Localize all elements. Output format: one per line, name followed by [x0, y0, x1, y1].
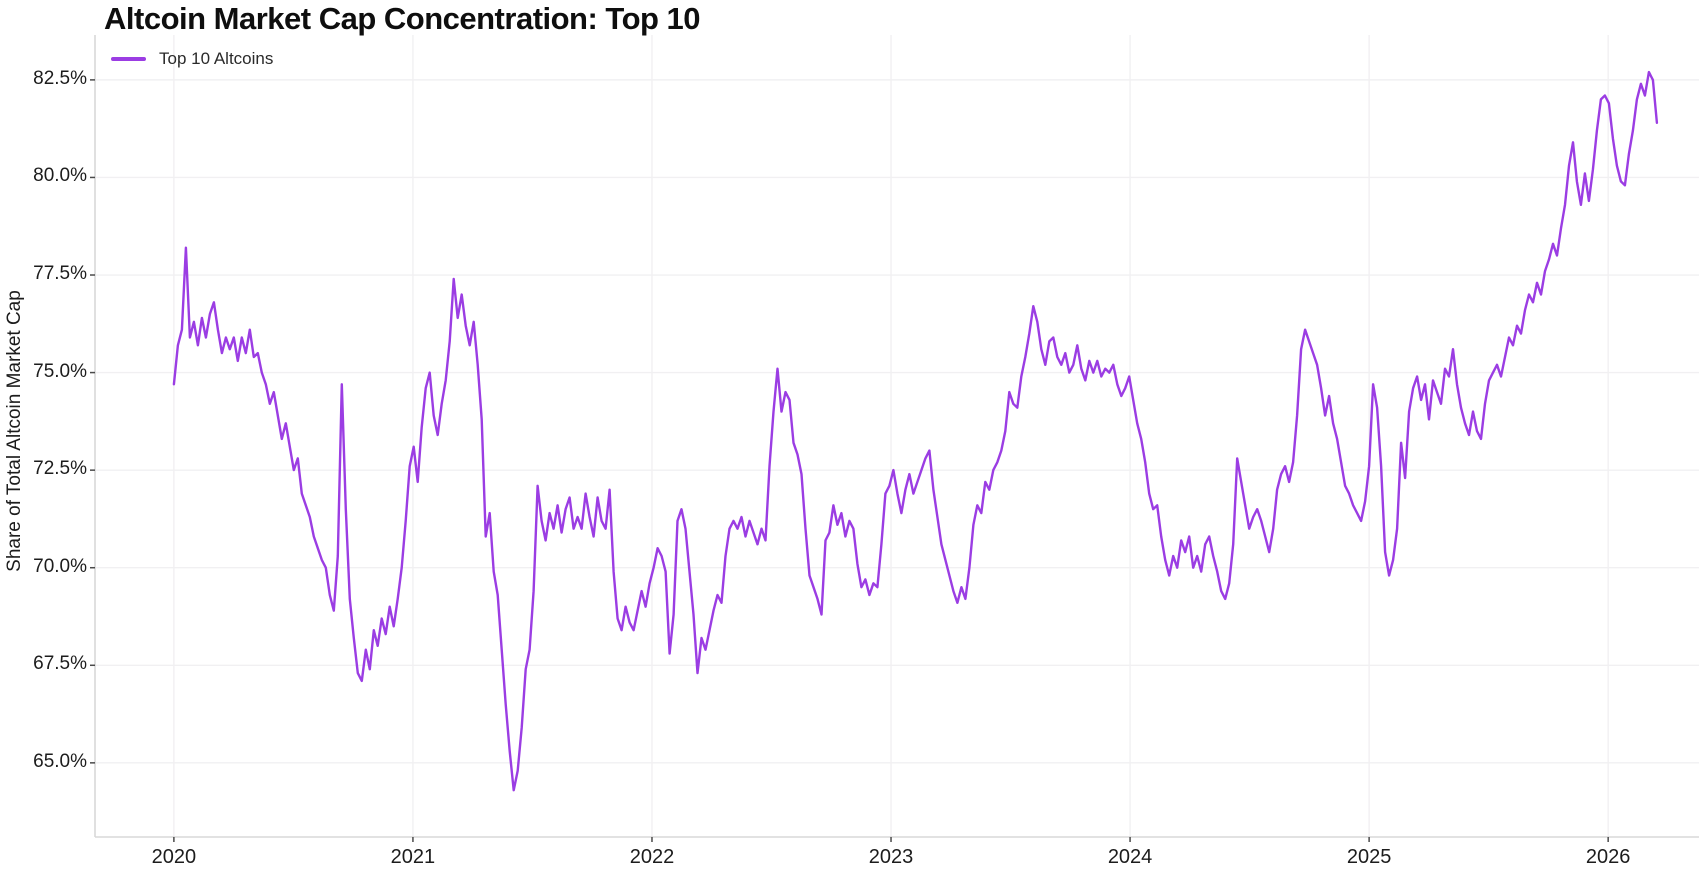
x-tick-label: 2021: [390, 846, 436, 868]
x-tick-label: 2025: [1346, 846, 1392, 868]
legend: Top 10 Altcoins: [111, 49, 273, 69]
legend-label: Top 10 Altcoins: [159, 49, 274, 68]
top10-altcoins-line: [172, 70, 1659, 792]
x-tick-label: 2020: [151, 846, 197, 868]
x-tick-label: 2026: [1585, 846, 1631, 868]
y-tick-label: 75.0%: [33, 360, 87, 382]
y-tick-label: 77.5%: [33, 263, 87, 284]
chart-title: Altcoin Market Cap Concentration: Top 10: [104, 1, 701, 36]
y-tick-label: 80.0%: [33, 165, 87, 187]
y-tick-label: 65.0%: [33, 750, 87, 772]
y-axis-title: Share of Total Altcoin Market Cap: [4, 290, 25, 572]
y-tick-label: 72.5%: [33, 458, 87, 480]
y-tick-label: 70.0%: [33, 555, 87, 577]
y-tick-label: 67.5%: [33, 653, 87, 675]
y-tick-label: 82.5%: [33, 67, 87, 89]
x-tick-label: 2024: [1107, 846, 1153, 868]
x-tick-label: 2023: [868, 846, 914, 868]
x-tick-label: 2022: [629, 846, 675, 868]
legend-line-swatch: [111, 57, 146, 61]
